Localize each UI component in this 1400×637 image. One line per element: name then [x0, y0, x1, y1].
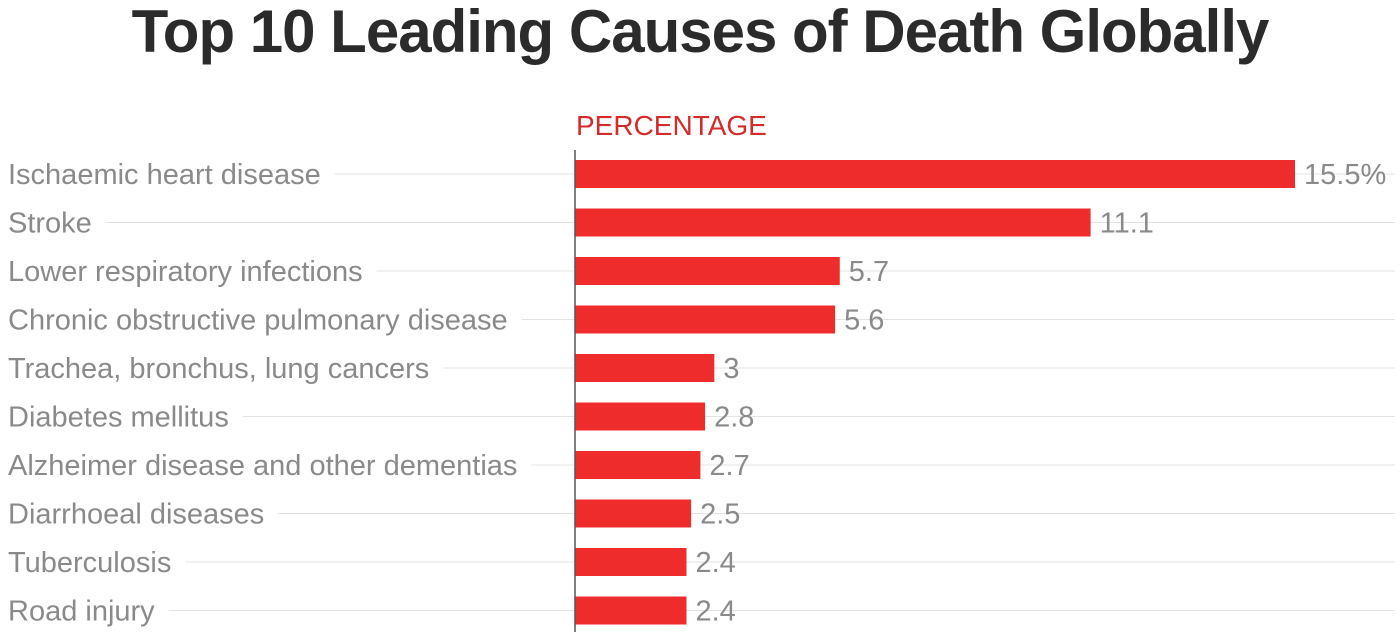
bar	[575, 548, 687, 576]
category-label: Lower respiratory infections	[8, 256, 363, 288]
bar	[575, 160, 1295, 188]
category-label: Tuberculosis	[8, 547, 171, 579]
value-label: 11.1	[1100, 208, 1154, 240]
value-label: 15.5%	[1304, 159, 1386, 191]
category-labels: Ischaemic heart disease Stroke Lower respi…	[8, 159, 517, 628]
bars	[575, 160, 1295, 625]
value-label: 2.4	[695, 547, 735, 579]
bar	[575, 208, 1091, 237]
category-label: Diarrhoeal diseases	[8, 499, 264, 531]
gridlines	[105, 173, 1395, 611]
category-label: Road injury	[8, 596, 155, 628]
value-label: 2.8	[714, 402, 754, 434]
bar	[575, 402, 706, 431]
bar	[575, 596, 687, 625]
chart-title: Top 10 Leading Causes of Death Globally	[132, 0, 1270, 65]
category-label: Trachea, bronchus, lung cancers	[8, 353, 429, 385]
bar	[575, 451, 701, 479]
value-labels: 15.5% 11.1 5.7 5.6 3 2.8 2.7 2.5 2.4 2.4	[695, 159, 1386, 628]
bar	[575, 257, 840, 285]
value-label: 2.7	[709, 450, 749, 482]
bar	[575, 305, 836, 334]
bar	[575, 499, 692, 528]
value-column-header: PERCENTAGE	[576, 110, 767, 141]
bar	[575, 354, 715, 382]
category-label: Alzheimer disease and other dementias	[8, 450, 517, 482]
category-label: Stroke	[8, 208, 92, 240]
value-label: 2.4	[695, 596, 735, 628]
value-label: 2.5	[700, 499, 740, 531]
value-label: 5.6	[844, 305, 884, 337]
category-label: Ischaemic heart disease	[8, 159, 321, 191]
value-label: 5.7	[849, 256, 889, 288]
category-label: Chronic obstructive pulmonary disease	[8, 305, 508, 337]
category-label: Diabetes mellitus	[8, 402, 229, 434]
value-label: 3	[723, 353, 739, 385]
